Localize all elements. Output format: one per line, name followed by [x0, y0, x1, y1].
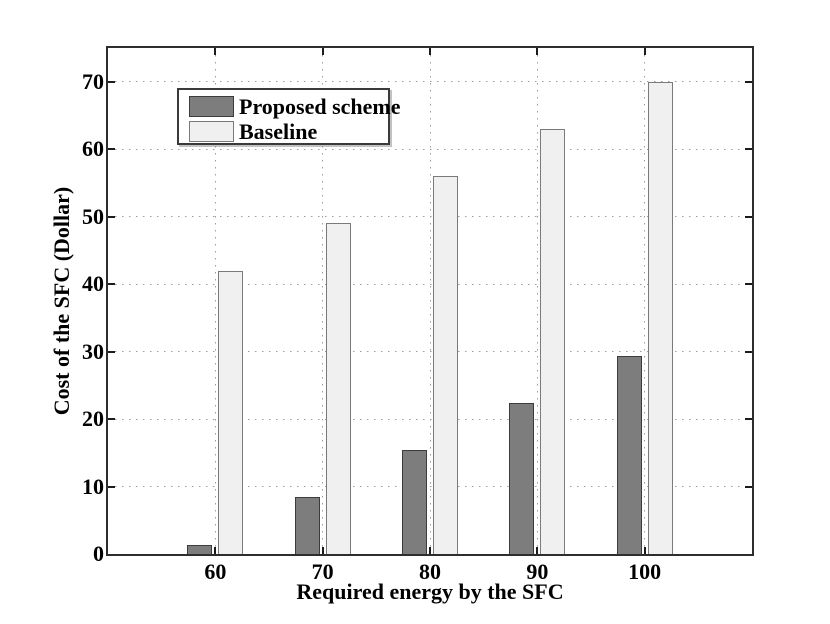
y-tick-label: 10 — [82, 473, 104, 499]
y-tick-label: 20 — [82, 406, 104, 432]
x-tick-label: 90 — [526, 559, 549, 584]
y-tick-left — [108, 350, 115, 353]
y-tick-label: 70 — [82, 68, 104, 94]
y-tick-label: 50 — [82, 203, 104, 229]
legend-item: Baseline — [179, 119, 388, 145]
v-gridline — [214, 48, 216, 554]
v-gridline — [322, 48, 324, 554]
legend-swatch — [189, 121, 234, 142]
bar-proposed-scheme — [187, 544, 213, 554]
bar-proposed-scheme — [294, 497, 320, 554]
v-gridline — [429, 48, 431, 554]
x-tick-bottom — [536, 547, 539, 554]
v-gridline — [536, 48, 538, 554]
y-tick-label: 30 — [82, 338, 104, 364]
x-tick-bottom — [643, 547, 646, 554]
x-tick-label: 70 — [311, 559, 334, 584]
y-tick-right — [745, 350, 752, 353]
x-axis-label: Required energy by the SFC — [296, 579, 564, 604]
bar-proposed-scheme — [402, 450, 427, 554]
x-tick-label: 80 — [419, 559, 441, 584]
x-tick-bottom — [321, 547, 324, 554]
x-tick-top — [214, 48, 217, 55]
y-tick-left — [108, 485, 115, 488]
y-tick-right — [745, 283, 752, 286]
legend-item-label: Proposed scheme — [239, 94, 401, 119]
y-tick-label: 40 — [82, 271, 104, 297]
y-tick-right — [745, 485, 752, 488]
y-tick-left — [108, 80, 115, 83]
x-tick-label: 100 — [628, 559, 662, 584]
y-tick-label: 0 — [93, 541, 104, 566]
bar-baseline — [218, 270, 244, 554]
legend-swatch — [189, 96, 234, 117]
x-tick-top — [536, 48, 539, 55]
x-tick-top — [321, 48, 324, 55]
x-tick-top — [643, 48, 646, 55]
y-tick-right — [745, 80, 752, 83]
y-tick-left — [108, 283, 115, 286]
y-tick-right — [745, 215, 752, 218]
y-tick-label: 60 — [82, 136, 104, 162]
plot-area — [106, 46, 754, 556]
bar-baseline — [325, 223, 351, 554]
x-tick-bottom — [429, 547, 431, 554]
y-tick-left — [108, 418, 115, 421]
y-tick-right — [745, 418, 752, 421]
legend: Proposed scheme Baseline — [177, 88, 401, 145]
bar-baseline — [540, 128, 566, 554]
x-tick-label: 60 — [204, 559, 227, 584]
y-tick-right — [745, 148, 752, 151]
v-gridline — [644, 48, 646, 554]
bar-baseline — [433, 176, 458, 554]
bar-baseline — [647, 81, 673, 554]
legend-item: Proposed scheme — [179, 94, 401, 120]
bar-proposed-scheme — [616, 355, 642, 554]
y-tick-left — [108, 215, 115, 218]
bar-proposed-scheme — [509, 402, 535, 554]
x-tick-bottom — [214, 547, 217, 554]
y-tick-left — [108, 148, 115, 151]
x-tick-top — [429, 48, 431, 55]
legend-item-label: Baseline — [239, 119, 318, 144]
